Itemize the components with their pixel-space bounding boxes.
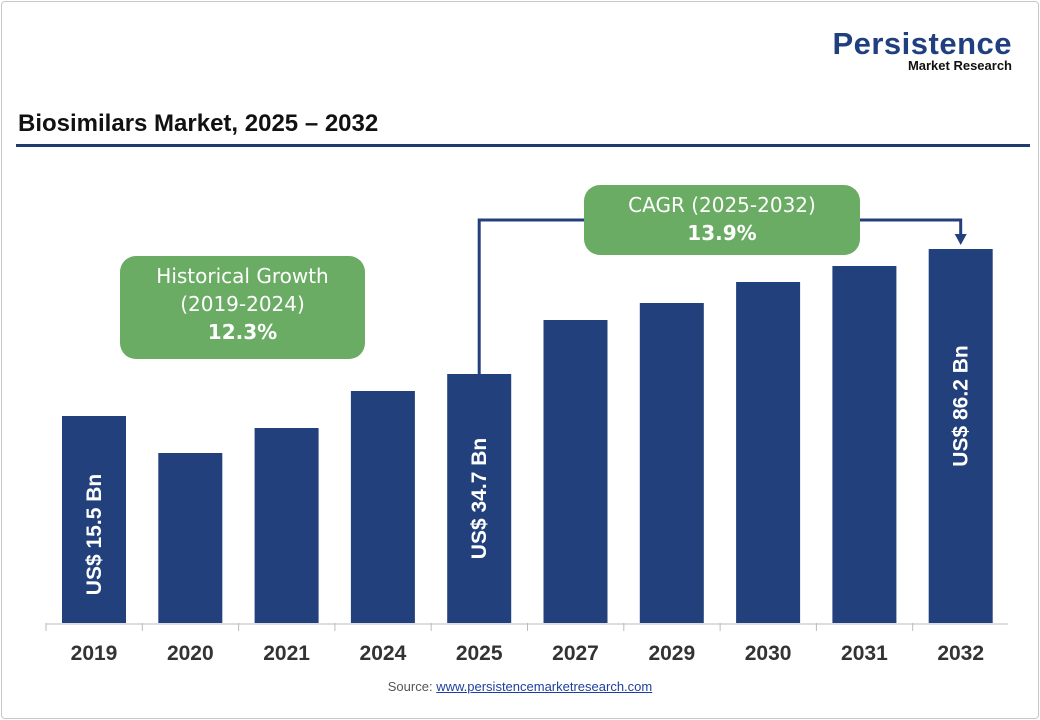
- x-tick-label-2025: 2025: [456, 642, 503, 665]
- bar-2027: [543, 320, 608, 623]
- logo-sub: Market Research: [907, 58, 1012, 73]
- historical-label: Historical Growth: [156, 264, 329, 288]
- bar-2029: [639, 303, 704, 623]
- x-tick-label-2021: 2021: [263, 642, 310, 665]
- chart-title: Biosimilars Market, 2025 – 2032: [18, 110, 379, 137]
- cagr-callout: CAGR (2025-2032) 13.9%: [584, 185, 860, 255]
- x-tick-label-2032: 2032: [937, 642, 984, 665]
- historical-period: (2019-2024): [180, 292, 305, 316]
- x-tick-label-2019: 2019: [71, 642, 118, 665]
- bar-2031: [832, 266, 897, 623]
- bar-2020: [158, 453, 223, 623]
- logo: Persistence Market Research: [832, 26, 1012, 73]
- cagr-arrow-line: [860, 218, 963, 236]
- bar-2024: [350, 391, 415, 623]
- data-label-2025: US$ 34.7 Bn: [468, 438, 491, 559]
- cagr-label: CAGR (2025-2032): [628, 193, 816, 217]
- source-label: Source:: [387, 679, 433, 694]
- arrow-down-icon: [954, 234, 967, 245]
- cagr-connector: [477, 218, 584, 374]
- bar-2025: [447, 374, 512, 623]
- x-tick-label-2020: 2020: [167, 642, 214, 665]
- x-tick-label-2030: 2030: [745, 642, 792, 665]
- historical-growth-callout: Historical Growth (2019-2024) 12.3%: [120, 256, 365, 359]
- data-label-2032: US$ 86.2 Bn: [950, 345, 973, 466]
- source-link[interactable]: www.persistencemarketresearch.com: [436, 679, 653, 694]
- cagr-value: 13.9%: [687, 221, 757, 245]
- source-note: Source: www.persistencemarketresearch.co…: [0, 679, 1040, 694]
- bar-2032: [928, 249, 993, 623]
- historical-value: 12.3%: [207, 320, 278, 344]
- title-divider: [16, 144, 1030, 147]
- data-label-2019: US$ 15.5 Bn: [83, 474, 106, 595]
- bar-2021: [254, 428, 319, 623]
- bar-2019: [62, 416, 126, 623]
- logo-name: Persistence: [832, 26, 1012, 61]
- bar-2030: [736, 282, 801, 623]
- x-tick-label-2027: 2027: [552, 642, 599, 665]
- x-tick-label-2024: 2024: [360, 642, 407, 665]
- x-tick-label-2029: 2029: [648, 642, 695, 665]
- x-tick-label-2031: 2031: [841, 642, 888, 665]
